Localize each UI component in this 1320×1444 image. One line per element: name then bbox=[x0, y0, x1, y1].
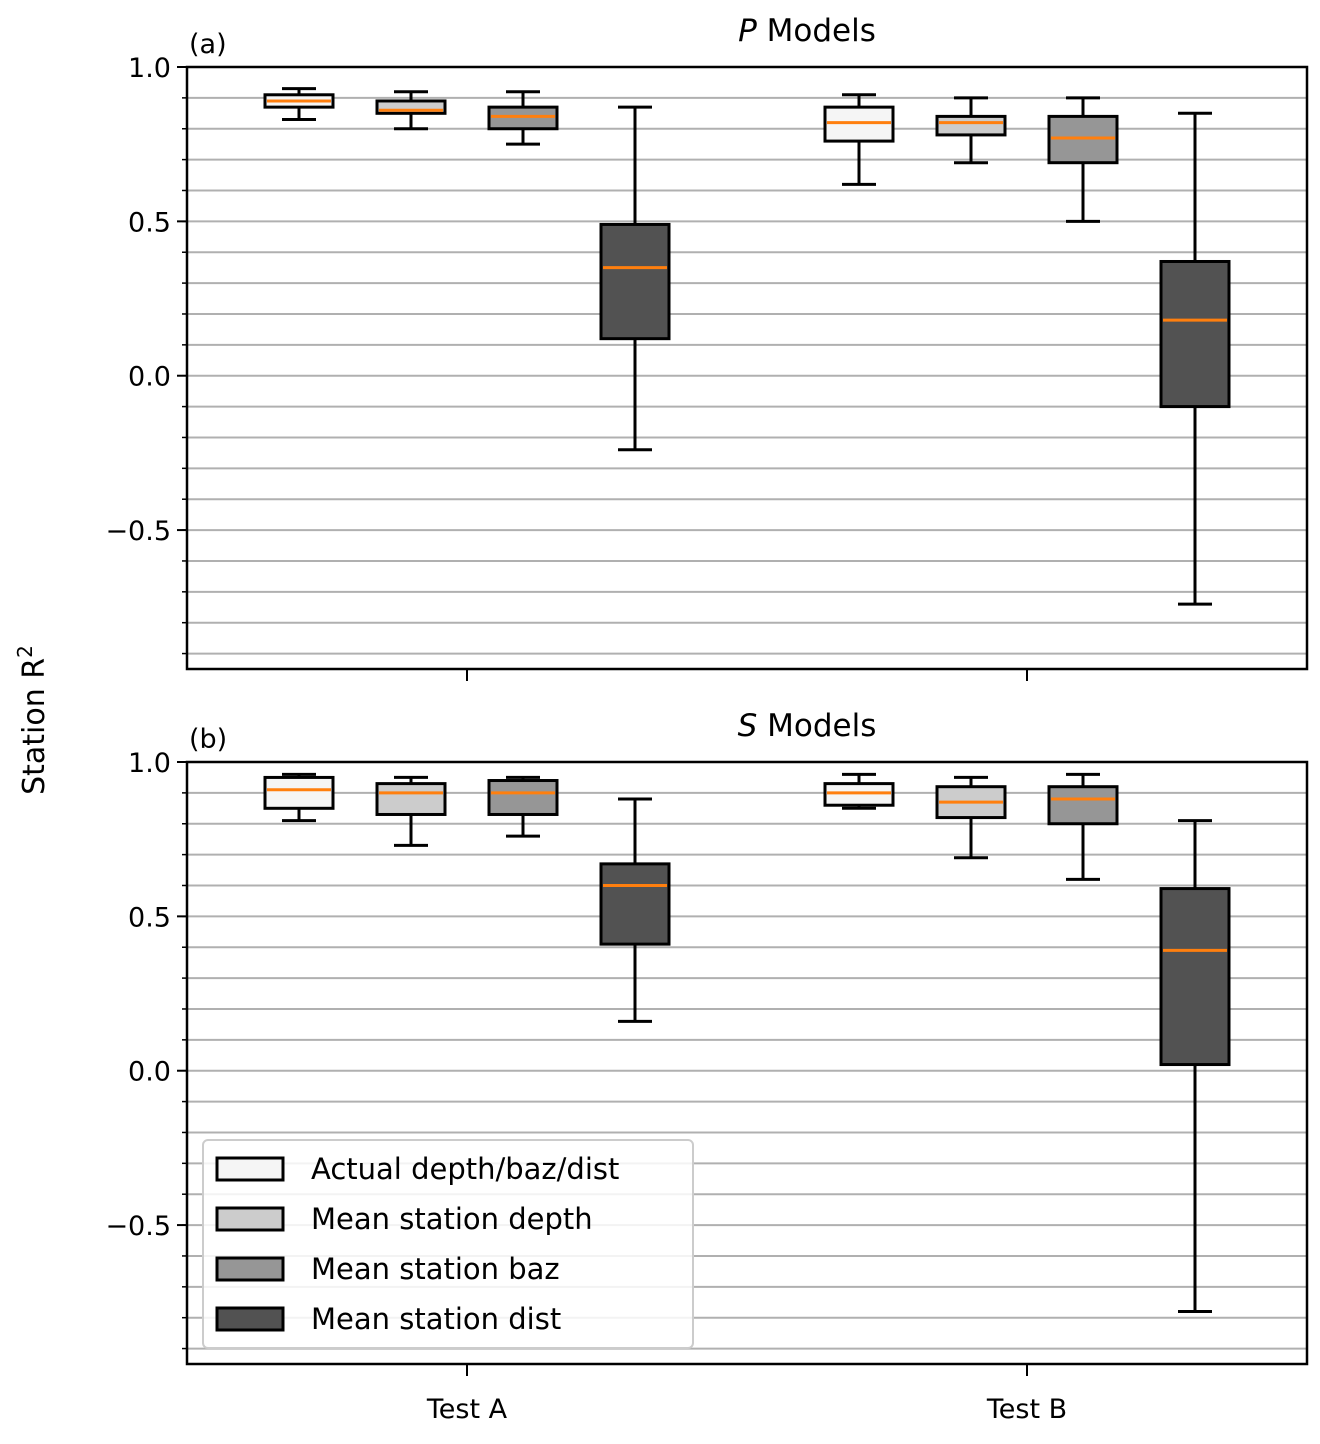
y-tick-label: −0.5 bbox=[105, 1211, 171, 1242]
panel-title: S Models bbox=[738, 708, 877, 744]
panel-b: −0.5 0.0 0.5 1.0 Test A Test B S Models (b) bbox=[105, 708, 1309, 1425]
legend-label: Mean station dist bbox=[311, 1302, 561, 1336]
panel-a: −0.5 0.0 0.5 1.0 P Models (a) bbox=[105, 13, 1309, 681]
legend: Actual depth/baz/dist Mean station depth M… bbox=[202, 1139, 694, 1349]
y-tick-label: 0.0 bbox=[128, 1057, 171, 1088]
box-0-0 bbox=[263, 87, 335, 121]
box-body bbox=[935, 114, 1007, 137]
box-1-1 bbox=[935, 775, 1007, 860]
box-0-0 bbox=[263, 772, 335, 823]
y-tick-label: 0.0 bbox=[128, 362, 171, 393]
y-axis-label-main: Station R bbox=[17, 658, 52, 795]
box-0-2 bbox=[487, 775, 559, 838]
y-tick-label: 0.5 bbox=[128, 902, 171, 933]
axes-frame bbox=[185, 760, 1309, 1366]
y-tick-label: 1.0 bbox=[128, 53, 171, 84]
panel-title-rest: Models bbox=[757, 708, 876, 744]
x-tick-label: Test B bbox=[986, 1394, 1067, 1425]
box-0-1 bbox=[375, 90, 447, 131]
legend-swatch bbox=[215, 1156, 285, 1182]
panel-title-italic: S bbox=[738, 708, 758, 744]
box-body bbox=[599, 222, 671, 341]
legend-swatch bbox=[215, 1306, 285, 1332]
box-body bbox=[599, 862, 671, 946]
box-body bbox=[1047, 114, 1119, 165]
legend-label: Mean station depth bbox=[311, 1202, 593, 1236]
box-body bbox=[375, 782, 447, 816]
box-0-3 bbox=[599, 797, 671, 1023]
box-body bbox=[823, 782, 895, 807]
box-1-0 bbox=[823, 772, 895, 810]
box-1-3 bbox=[1159, 819, 1231, 1314]
y-tick-label: −0.5 bbox=[105, 516, 171, 547]
box-body bbox=[263, 775, 335, 810]
x-tick-label: Test A bbox=[426, 1394, 508, 1425]
box-body bbox=[1047, 785, 1119, 826]
legend-label: Actual depth/baz/dist bbox=[311, 1152, 619, 1186]
box-body bbox=[487, 779, 559, 816]
y-tick-label: 1.0 bbox=[128, 748, 171, 779]
panel-label: (b) bbox=[189, 724, 227, 755]
box-1-2 bbox=[1047, 96, 1119, 223]
box-1-0 bbox=[823, 93, 895, 186]
y-axis-label: Station R2 bbox=[13, 645, 52, 795]
legend-swatch bbox=[215, 1256, 285, 1282]
axes-frame bbox=[185, 65, 1309, 671]
box-1-2 bbox=[1047, 772, 1119, 881]
panel-title-rest: Models bbox=[757, 13, 876, 49]
box-body bbox=[823, 105, 895, 143]
box-body bbox=[1159, 259, 1231, 409]
panel-title-italic: P bbox=[738, 13, 757, 49]
box-1-1 bbox=[935, 96, 1007, 165]
box-0-2 bbox=[487, 90, 559, 146]
y-tick-label: 0.5 bbox=[128, 207, 171, 238]
legend-frame bbox=[202, 1139, 694, 1349]
panel-title: P Models bbox=[738, 13, 876, 49]
box-body bbox=[1159, 887, 1231, 1067]
y-axis-label-superscript: 2 bbox=[13, 645, 37, 658]
box-0-3 bbox=[599, 105, 671, 452]
panel-label: (a) bbox=[189, 29, 227, 60]
legend-label: Mean station baz bbox=[311, 1252, 560, 1286]
legend-swatch bbox=[215, 1206, 285, 1232]
box-1-3 bbox=[1159, 111, 1231, 606]
box-body bbox=[487, 105, 559, 131]
box-0-1 bbox=[375, 775, 447, 847]
